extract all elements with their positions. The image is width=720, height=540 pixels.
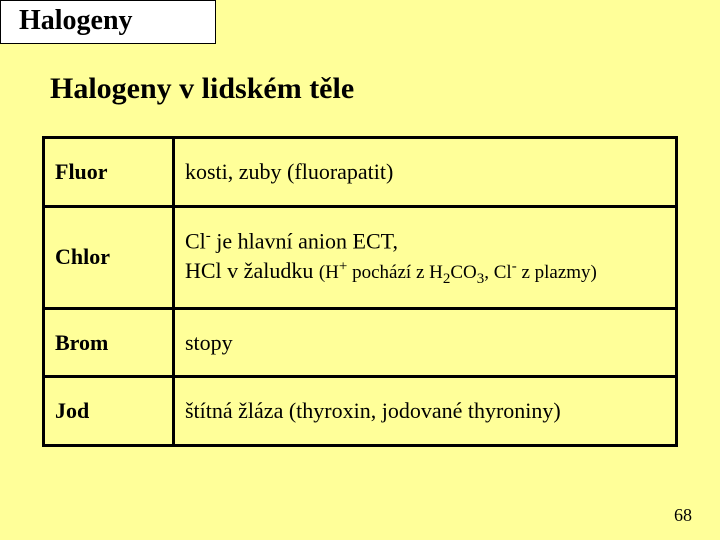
header-title: Halogeny bbox=[19, 5, 197, 37]
page-number: 68 bbox=[674, 505, 692, 526]
row-desc: kosti, zuby (fluorapatit) bbox=[174, 138, 677, 207]
halogens-table: Fluor kosti, zuby (fluorapatit) Chlor Cl… bbox=[42, 136, 678, 447]
row-label: Jod bbox=[44, 377, 174, 446]
table-row: Brom stopy bbox=[44, 308, 677, 377]
row-desc: stopy bbox=[174, 308, 677, 377]
row-label: Brom bbox=[44, 308, 174, 377]
table-row: Jod štítná žláza (thyroxin, jodované thy… bbox=[44, 377, 677, 446]
row-desc: Cl- je hlavní anion ECT,HCl v žaludku (H… bbox=[174, 206, 677, 308]
row-label: Fluor bbox=[44, 138, 174, 207]
table-row: Chlor Cl- je hlavní anion ECT,HCl v žalu… bbox=[44, 206, 677, 308]
row-desc: štítná žláza (thyroxin, jodované thyroni… bbox=[174, 377, 677, 446]
table-row: Fluor kosti, zuby (fluorapatit) bbox=[44, 138, 677, 207]
page-subtitle: Halogeny v lidském těle bbox=[50, 72, 354, 106]
row-label: Chlor bbox=[44, 206, 174, 308]
header-box: Halogeny bbox=[0, 0, 216, 44]
